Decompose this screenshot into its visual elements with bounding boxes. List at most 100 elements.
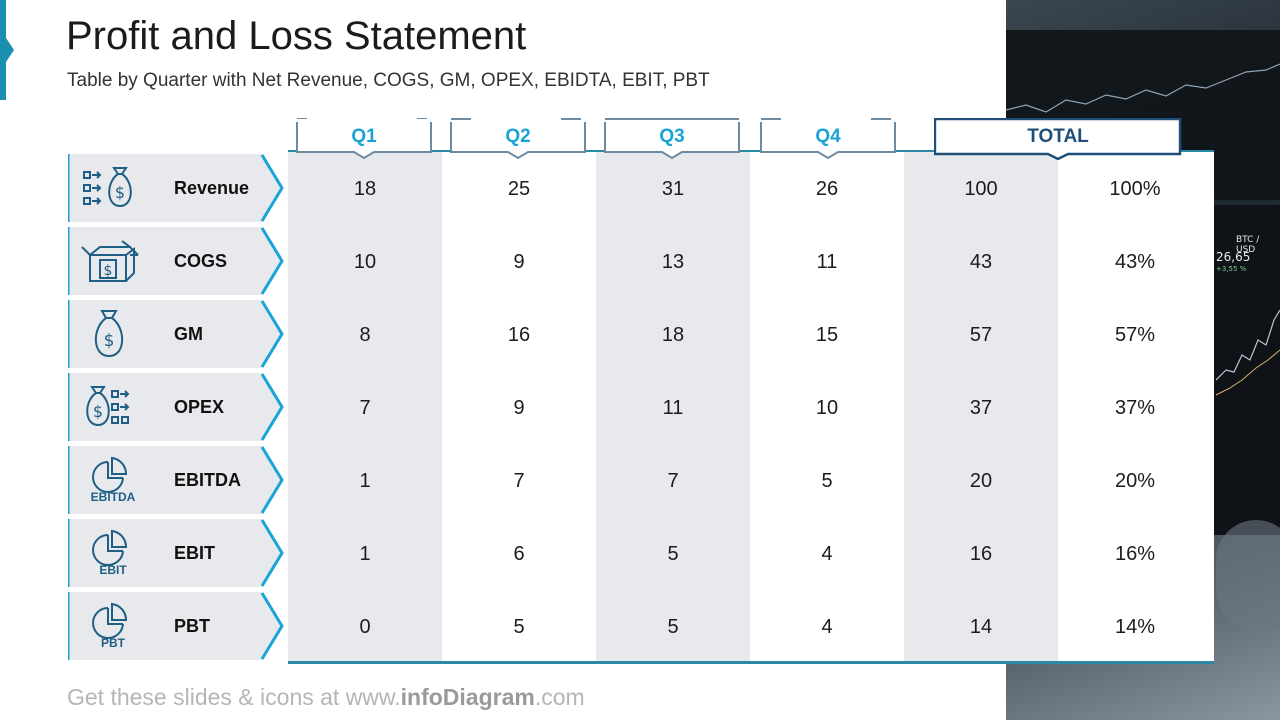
column-q4-bg [750, 150, 904, 662]
row-label-arrow [68, 227, 284, 295]
cell-ebitda-q1: 1 [359, 470, 371, 492]
pie-chart-icon [78, 598, 142, 654]
cell-opex-total: 37 [969, 397, 993, 419]
phone-chart [1215, 309, 1280, 396]
cell-ebitda-total: 20 [969, 470, 993, 492]
header-q4-label: Q4 [815, 126, 841, 147]
cell-ebit-total: 16 [969, 543, 993, 565]
row-label-opex: $ OPEX [68, 373, 284, 441]
cell-ebitda-q3: 7 [667, 470, 679, 492]
header-q2-label: Q2 [505, 126, 531, 147]
cell-revenue-q3: 31 [661, 178, 685, 200]
cell-gm-q2: 16 [507, 324, 531, 346]
svg-text:$: $ [104, 331, 115, 351]
footer-prefix: Get these slides & icons at www. [67, 684, 401, 710]
cell-ebit-pct: 16% [1114, 543, 1156, 565]
photo-price: 26,65 [1216, 250, 1251, 264]
header-total-label: TOTAL [1027, 126, 1089, 147]
cell-revenue-q2: 25 [507, 178, 531, 200]
accent-bar [0, 0, 6, 100]
row-label-text: PBT [174, 616, 210, 636]
cell-pbt-total: 14 [969, 616, 993, 638]
icon-caption: EBITDA [90, 490, 136, 504]
cell-revenue-q4: 26 [815, 178, 839, 200]
cell-cogs-total: 43 [969, 251, 993, 273]
cell-ebit-q3: 5 [667, 543, 679, 565]
cell-gm-q4: 15 [815, 324, 839, 346]
cell-gm-q1: 8 [359, 324, 371, 346]
row-label-pbt: PBT PBT [68, 592, 284, 660]
page-subtitle: Table by Quarter with Net Revenue, COGS,… [67, 70, 710, 91]
cell-ebitda-pct: 20% [1114, 470, 1156, 492]
header-q1: Q1 [296, 118, 432, 160]
header-q3-label: Q3 [659, 126, 685, 147]
accent-marker [6, 38, 14, 62]
phone-screen [1211, 205, 1280, 535]
money-bag-icon: $ [78, 306, 142, 362]
row-label-gm: $ GM [68, 300, 284, 368]
footer-suffix: .com [534, 684, 585, 710]
cell-ebitda-q2: 7 [513, 470, 525, 492]
cell-pbt-q3: 5 [667, 616, 679, 638]
page-title: Profit and Loss Statement [66, 14, 527, 58]
header-total: TOTAL [934, 118, 1182, 160]
cell-pbt-q2: 5 [513, 616, 525, 638]
column-q1-bg [288, 150, 442, 662]
money-bag-flow-icon: $ [78, 160, 142, 216]
cell-ebit-q4: 4 [821, 543, 833, 565]
cell-pbt-q4: 4 [821, 616, 833, 638]
cell-revenue-pct: 100% [1109, 178, 1161, 200]
header-q2: Q2 [450, 118, 586, 160]
hand [1216, 520, 1280, 630]
row-label-text: COGS [174, 251, 228, 271]
svg-text:$: $ [104, 263, 113, 279]
row-label-arrow [68, 300, 284, 368]
cell-pbt-q1: 0 [359, 616, 371, 638]
column-q3-bg [596, 150, 750, 662]
cell-cogs-q1: 10 [353, 251, 377, 273]
cell-gm-total: 57 [969, 324, 993, 346]
cell-gm-q3: 18 [661, 324, 685, 346]
row-label-revenue: $ Revenue [68, 154, 284, 222]
column-percent-bg [1058, 150, 1214, 662]
row-label-cogs: $ COGS [68, 227, 284, 295]
svg-text:$: $ [93, 402, 103, 421]
photo-pair: BTC / USD [1236, 235, 1260, 255]
cell-cogs-pct: 43% [1114, 251, 1156, 273]
open-box-dollar-icon: $ [78, 233, 142, 289]
icon-caption: PBT [101, 636, 125, 650]
pie-chart-icon [78, 452, 142, 508]
row-label-text: Revenue [174, 178, 250, 198]
cell-opex-q4: 10 [815, 397, 839, 419]
footer-brand: infoDiagram [400, 684, 535, 710]
row-label-ebit: EBIT EBIT [68, 519, 284, 587]
cell-pbt-pct: 14% [1114, 616, 1156, 638]
cell-opex-q2: 9 [513, 397, 525, 419]
cell-gm-pct: 57% [1114, 324, 1156, 346]
header-q1-label: Q1 [351, 126, 377, 147]
header-q4: Q4 [760, 118, 896, 160]
svg-text:$: $ [115, 183, 125, 202]
row-label-text: EBIT [174, 543, 216, 563]
cell-opex-pct: 37% [1114, 397, 1156, 419]
photo-change: +3,55 % [1216, 265, 1247, 273]
header-q3: Q3 [604, 118, 740, 160]
cell-ebitda-q4: 5 [821, 470, 833, 492]
money-bag-out-icon: $ [78, 379, 142, 435]
cell-revenue-total: 100 [964, 178, 998, 200]
icon-caption: EBIT [99, 563, 127, 577]
row-label-ebitda: EBITDA EBITDA [68, 446, 284, 514]
column-q2-bg [442, 150, 596, 662]
cell-cogs-q3: 13 [661, 251, 685, 273]
cell-ebit-q1: 1 [359, 543, 371, 565]
pie-chart-icon [78, 525, 142, 581]
table-bottom-line [288, 661, 1214, 664]
cell-cogs-q2: 9 [513, 251, 525, 273]
cell-cogs-q4: 11 [816, 251, 838, 273]
row-label-text: EBITDA [174, 470, 241, 490]
footer-credit: Get these slides & icons at www.infoDiag… [67, 684, 585, 711]
cell-ebit-q2: 6 [513, 543, 525, 565]
cell-revenue-q1: 18 [353, 178, 377, 200]
table-top-line [288, 150, 1214, 152]
row-label-text: OPEX [174, 397, 225, 417]
